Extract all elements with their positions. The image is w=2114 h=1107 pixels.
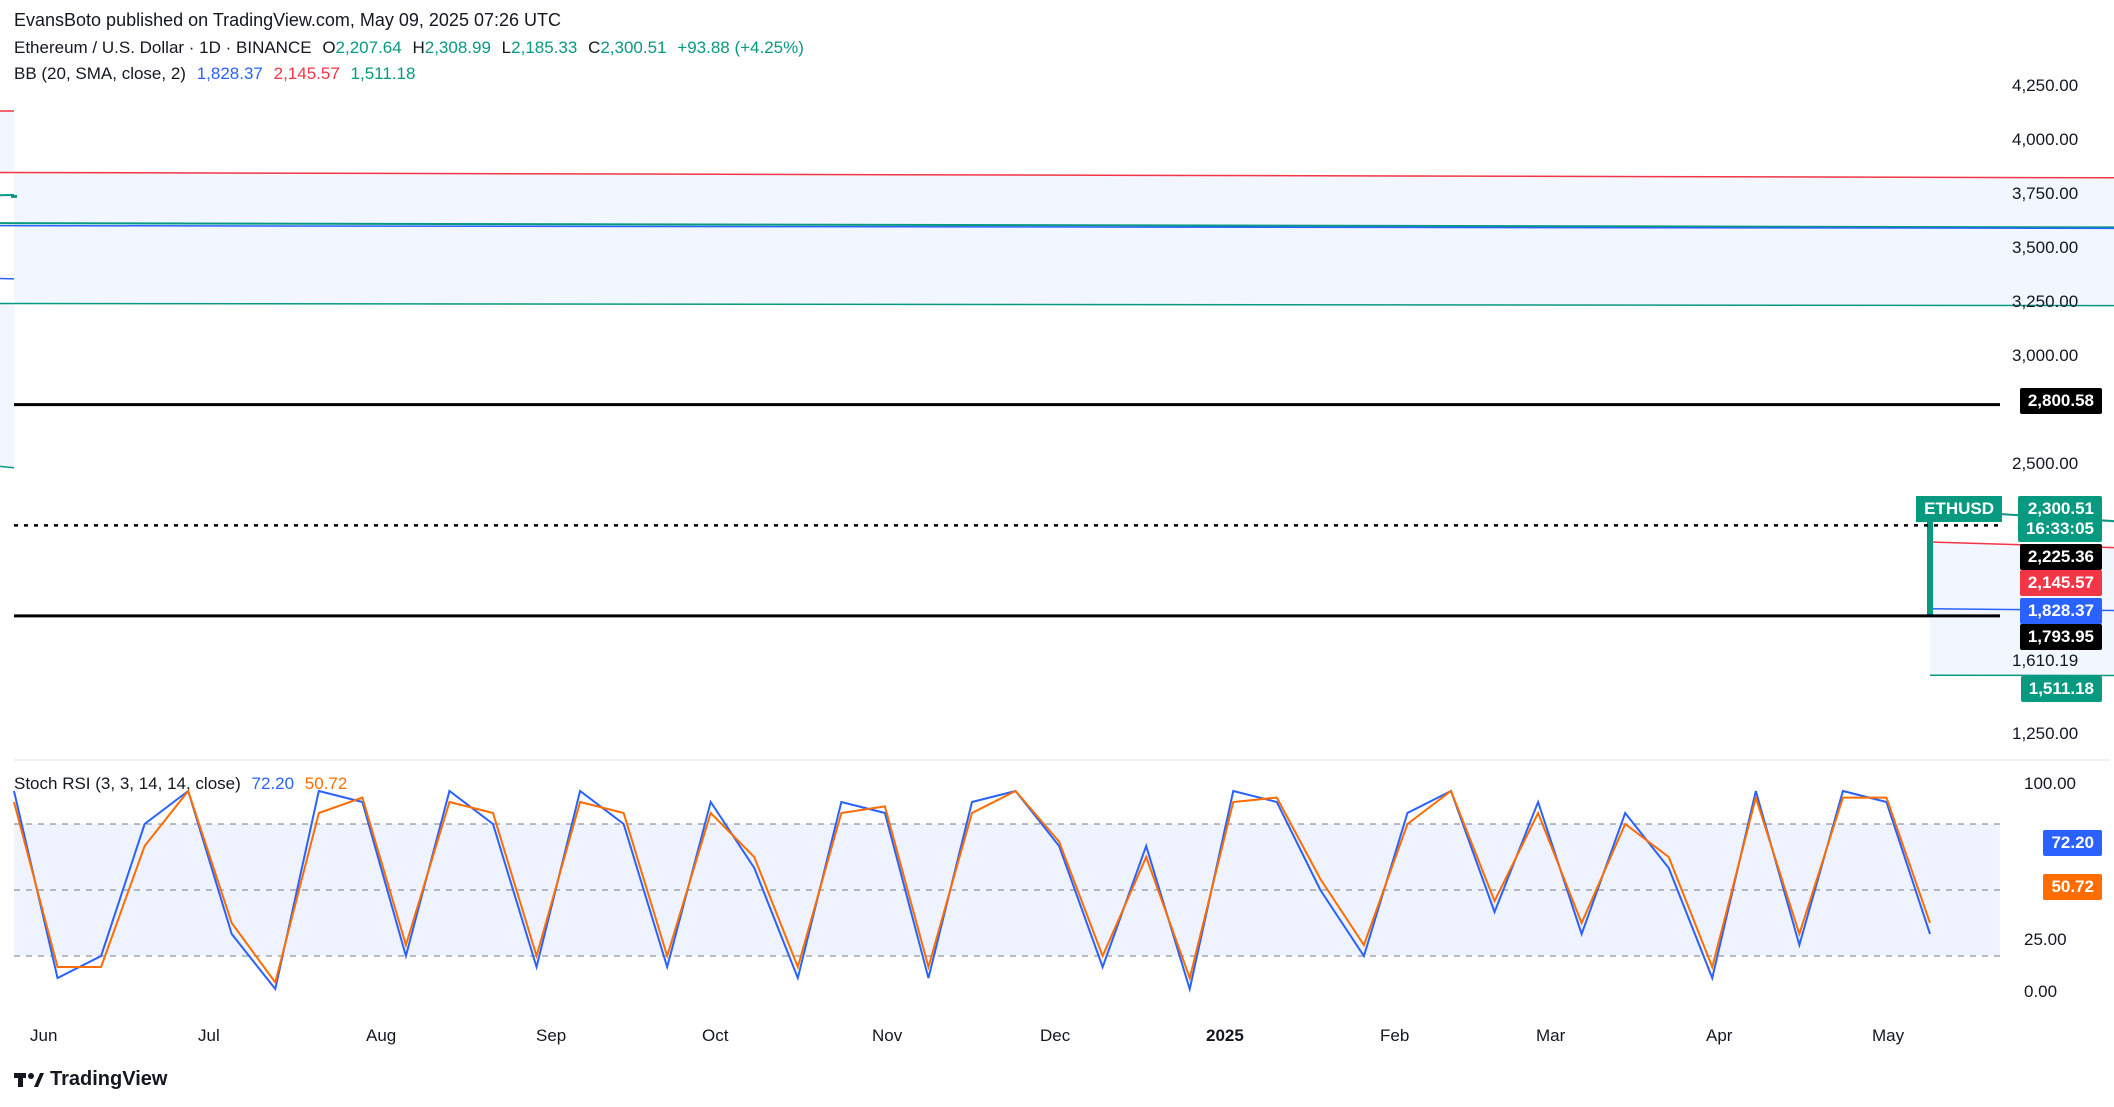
stoch-tick: 100.00 [2024,774,2076,793]
change-value: +93.88 (+4.25%) [677,38,804,57]
price-tick: 3,500.00 [2012,238,2079,257]
price-tick: 4,000.00 [2012,130,2079,149]
close-value: 2,300.51 [600,38,667,57]
bb-mid-value: 1,828.37 [196,64,263,83]
price-tick: 3,250.00 [2012,292,2079,311]
bb-label[interactable]: BB (20, SMA, close, 2) [14,64,186,83]
symbol-badge: ETHUSD [1916,496,2002,522]
price-tick: 1,250.00 [2012,724,2079,743]
stoch-legend: Stoch RSI (3, 3, 14, 14, close) 72.20 50… [14,774,353,794]
stoch-k-tag: 72.20 [2043,830,2102,856]
time-tick: Oct [702,1026,729,1045]
time-tick: 2025 [1206,1026,1244,1045]
time-tick: Feb [1380,1026,1410,1045]
footer-brand[interactable]: TradingView [14,1068,167,1091]
price-tag-bb-lower: 1,511.18 [2020,676,2102,702]
bb-legend: BB (20, SMA, close, 2) 1,828.37 2,145.57… [14,64,421,84]
price-tag-bb-upper: 2,145.57 [2019,570,2102,596]
candle [11,194,17,198]
low-label: L [501,38,512,57]
price-tag-last: ETHUSD 2,300.51 16:33:05 [1916,496,2102,542]
stoch-band-fill [14,824,2000,956]
price-tick: 2,500.00 [2012,454,2079,473]
bb-lower-value: 1,511.18 [350,64,416,83]
symbol-title[interactable]: Ethereum / U.S. Dollar · 1D · BINANCE [14,38,312,57]
price-tag-dotted: 2,225.36 [2019,544,2102,570]
close-label: C [588,38,601,57]
time-tick: Sep [536,1026,567,1045]
last-price: 2,300.51 [2027,499,2094,518]
candle [1927,509,1933,615]
stoch-d-value: 50.72 [304,774,348,793]
price-legend: Ethereum / U.S. Dollar · 1D · BINANCE O2… [14,38,810,58]
footer-brand-label: TradingView [50,1068,168,1090]
price-tag-line-lower: 1,793.95 [2019,624,2102,650]
time-tick: Jul [198,1026,220,1045]
time-tick: Apr [1706,1026,1733,1045]
countdown: 16:33:05 [2025,519,2094,538]
price-tick: 4,250.00 [2012,76,2079,95]
stoch-tick: 0.00 [2024,982,2058,1001]
price-tag-line-upper: 2,800.58 [2019,388,2102,414]
open-label: O [322,38,336,57]
time-tick: May [1872,1026,1905,1045]
stoch-tick: 25.00 [2024,930,2067,949]
time-tick: Mar [1536,1026,1566,1045]
high-value: 2,308.99 [424,38,491,57]
price-tick: 3,000.00 [2012,346,2079,365]
time-tick: Aug [366,1026,397,1045]
stoch-k-value: 72.20 [251,774,295,793]
stoch-k-line [13,789,1931,993]
price-tag-bb-mid: 1,828.37 [2019,598,2102,624]
stoch-d-tag: 50.72 [2043,874,2102,900]
publisher-line: EvansBoto published on TradingView.com, … [14,10,561,30]
high-label: H [412,38,425,57]
stoch-label[interactable]: Stoch RSI (3, 3, 14, 14, close) [14,774,241,793]
time-tick: Nov [872,1026,903,1045]
price-tag-plain: 1,610.19 [2012,651,2079,670]
time-tick: Jun [30,1026,58,1045]
bb-band-fill [0,110,2114,676]
low-value: 2,185.33 [511,38,578,57]
open-value: 2,207.64 [335,38,402,57]
bb-upper-value: 2,145.57 [273,64,340,83]
price-tick: 3,750.00 [2012,184,2079,203]
tradingview-logo-icon [14,1072,44,1087]
time-tick: Dec [1040,1026,1071,1045]
stoch-d-line [13,788,1931,985]
